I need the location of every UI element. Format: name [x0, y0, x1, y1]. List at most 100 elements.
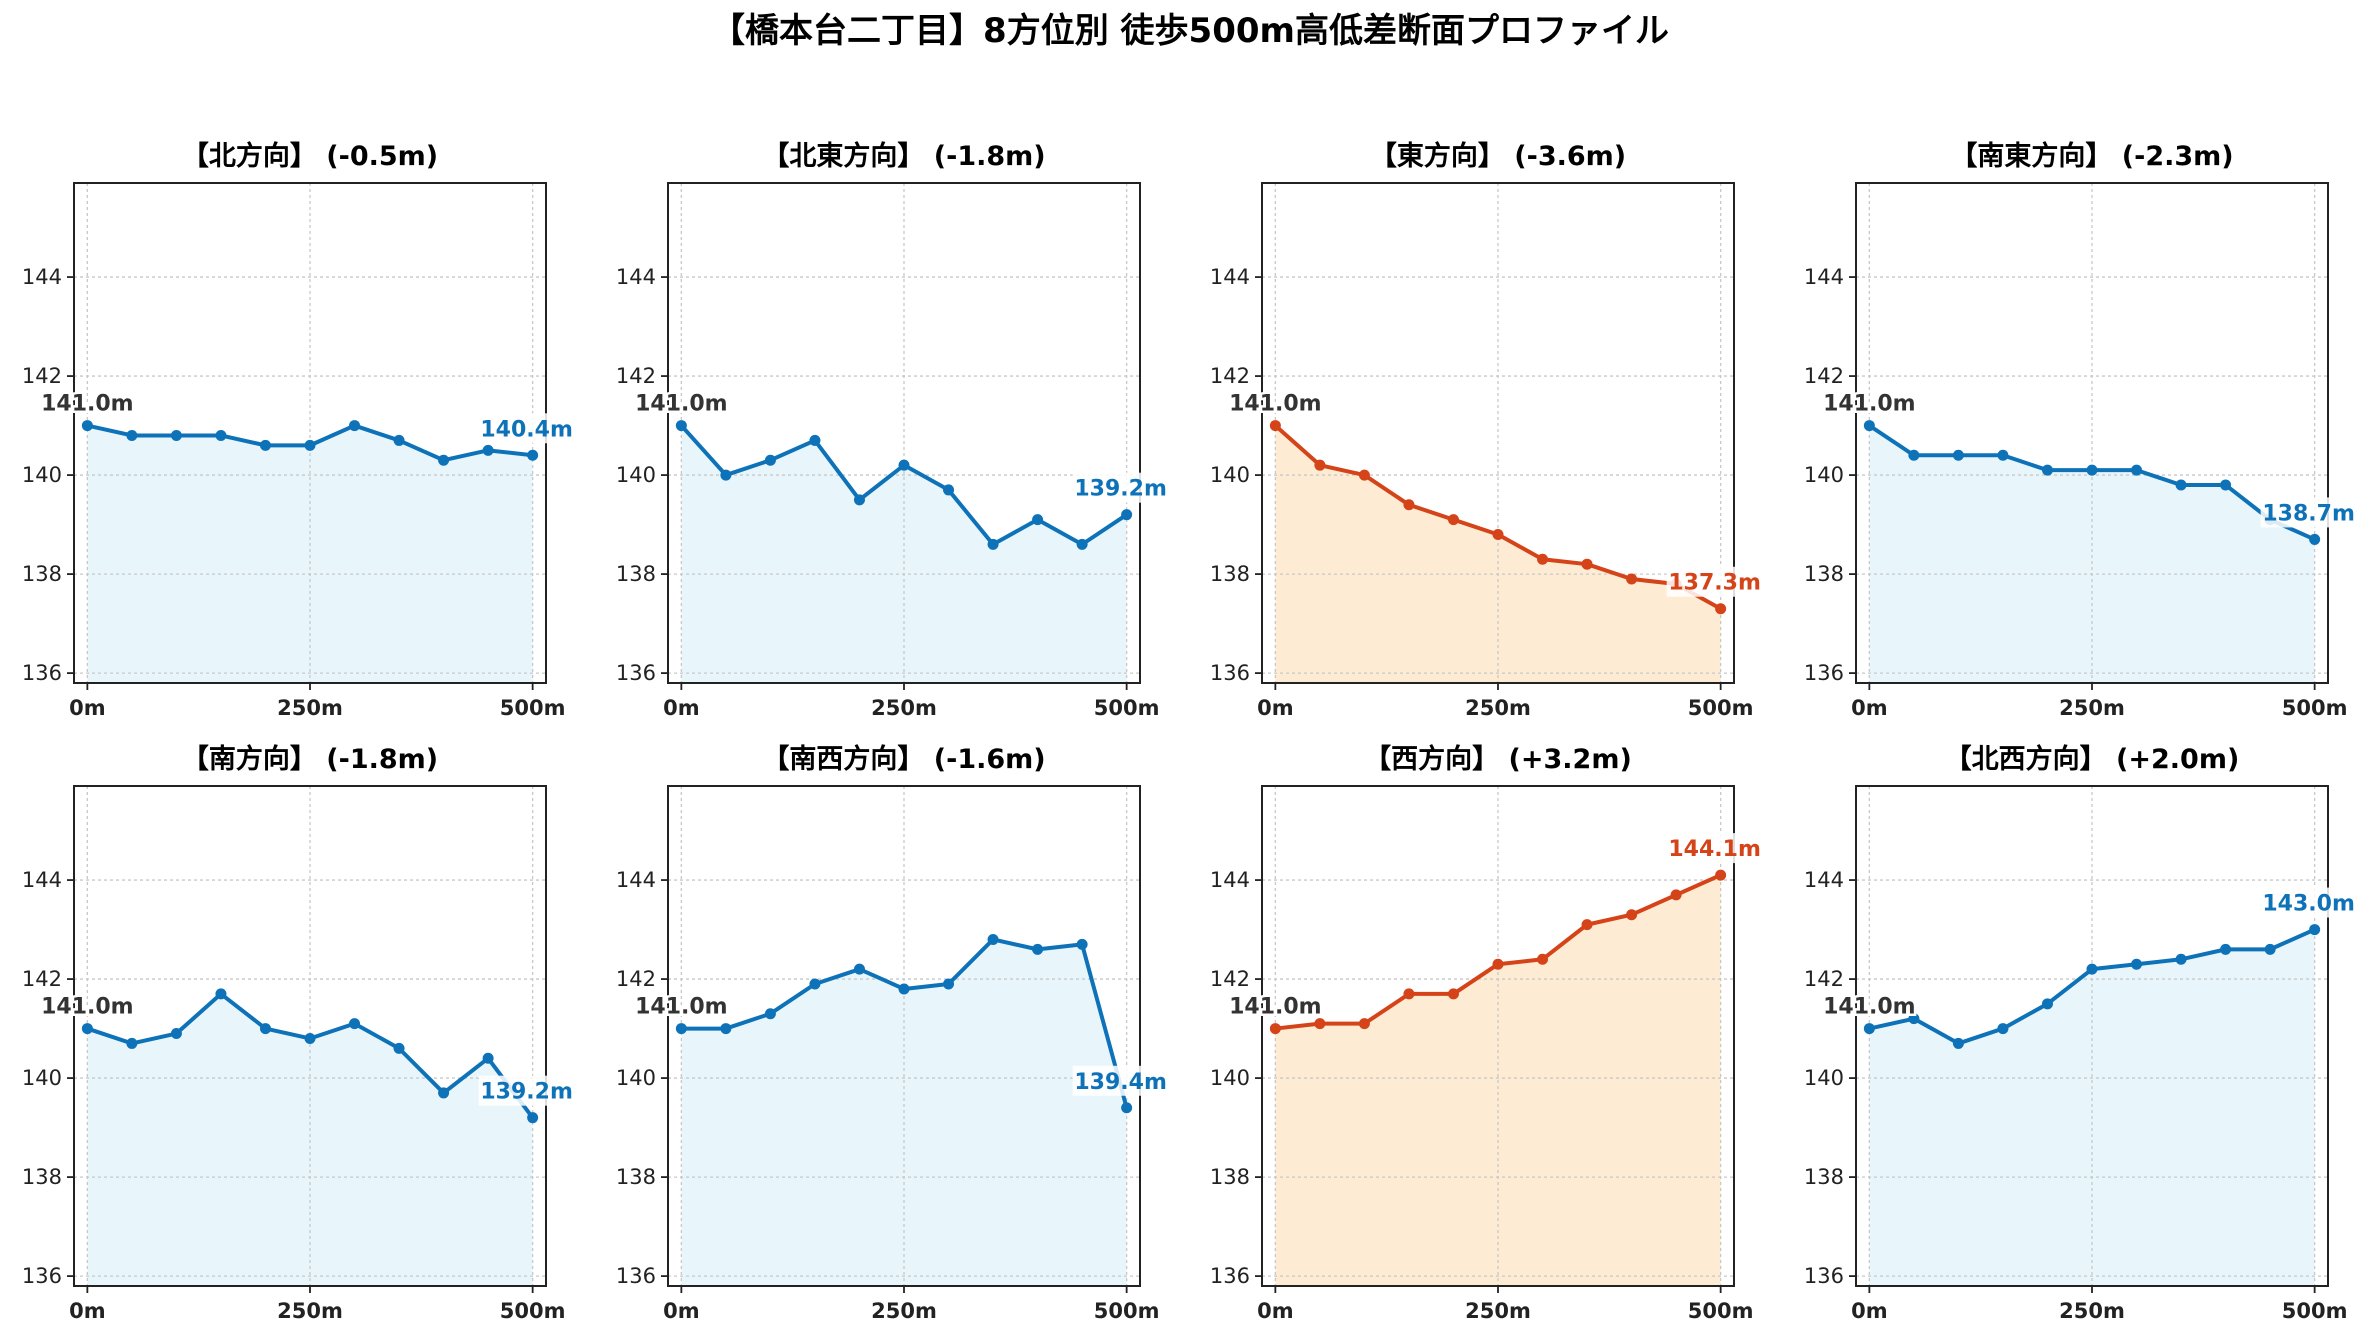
data-point [1952, 449, 1964, 461]
data-point [1626, 909, 1638, 921]
data-point [1863, 420, 1875, 432]
data-point [1908, 1013, 1920, 1025]
end-label-background [1666, 833, 1763, 864]
chart-panel-3: 【東方向】 (-3.6m) 136 138 140 142 144 0m 250m 500m 14… [1210, 140, 1763, 720]
data-point [1269, 1023, 1281, 1035]
y-tick-label: 144 [1804, 868, 1844, 892]
data-point [215, 988, 227, 1000]
y-tick-label: 140 [616, 463, 656, 487]
y-tick-label: 138 [616, 562, 656, 586]
x-tick-label: 250m [1465, 696, 1531, 720]
end-label-background [478, 413, 575, 444]
y-tick-label: 144 [22, 868, 62, 892]
x-tick-label: 250m [277, 696, 343, 720]
y-tick-label: 136 [1210, 1264, 1250, 1288]
area-fill [1869, 425, 2315, 683]
data-point [81, 420, 93, 432]
x-tick-label: 500m [1688, 696, 1754, 720]
data-point [438, 454, 450, 466]
y-tick-label: 138 [1804, 562, 1844, 586]
y-tick-label: 136 [1804, 661, 1844, 685]
x-tick-label: 0m [69, 1299, 106, 1323]
chart-panels: 【北方向】 (-0.5m) 136 138 140 142 144 0m 250m 500m 14… [22, 140, 2357, 1323]
start-elevation-label: 141.0m [41, 392, 134, 417]
data-point [1076, 538, 1088, 550]
data-point [1269, 420, 1281, 432]
x-tick-label: 0m [1257, 1299, 1294, 1323]
x-tick-label: 250m [871, 1299, 937, 1323]
data-point [853, 963, 865, 975]
data-point [720, 469, 732, 481]
start-elevation-label: 141.0m [1229, 995, 1322, 1020]
data-point [349, 1018, 361, 1030]
data-point [1492, 958, 1504, 970]
data-point [1032, 514, 1044, 526]
data-point [1121, 509, 1133, 521]
data-point [764, 454, 776, 466]
x-tick-label: 0m [69, 696, 106, 720]
data-point [2041, 464, 2053, 476]
data-point [2175, 953, 2187, 965]
y-tick-label: 136 [22, 661, 62, 685]
chart-panel-2: 【北東方向】 (-1.8m) 136 138 140 142 144 0m 250m 500m 1… [616, 140, 1169, 720]
panel-title: 【北西方向】 (+2.0m) [1945, 743, 2240, 775]
x-tick-label: 500m [1688, 1299, 1754, 1323]
y-tick-label: 144 [1804, 265, 1844, 289]
data-point [2220, 943, 2232, 955]
y-tick-label: 138 [22, 562, 62, 586]
y-tick-label: 136 [1210, 661, 1250, 685]
y-tick-label: 136 [22, 1264, 62, 1288]
chart-panel-6: 【南西方向】 (-1.6m) 136 138 140 142 144 0m 250m 500m 1… [616, 743, 1169, 1323]
x-tick-label: 0m [1257, 696, 1294, 720]
end-elevation-label: 139.2m [1074, 477, 1167, 502]
data-point [1492, 528, 1504, 540]
data-point [1715, 603, 1727, 615]
end-label-background [478, 1075, 575, 1106]
y-tick-label: 140 [22, 463, 62, 487]
y-tick-label: 142 [1210, 967, 1250, 991]
x-tick-label: 250m [277, 1299, 343, 1323]
end-elevation-label: 139.2m [480, 1080, 573, 1105]
start-elevation-label: 141.0m [635, 995, 728, 1020]
end-label-background [2260, 887, 2357, 918]
end-elevation-label: 143.0m [2262, 892, 2355, 917]
y-tick-label: 138 [1804, 1165, 1844, 1189]
x-tick-label: 0m [1851, 696, 1888, 720]
area-fill [1869, 929, 2315, 1286]
data-point [215, 429, 227, 441]
end-elevation-label: 137.3m [1668, 571, 1761, 596]
data-point [438, 1087, 450, 1099]
data-point [987, 933, 999, 945]
y-tick-label: 144 [616, 265, 656, 289]
data-point [259, 1023, 271, 1035]
x-tick-label: 250m [2059, 1299, 2125, 1323]
data-point [675, 420, 687, 432]
data-point [1447, 988, 1459, 1000]
x-tick-label: 500m [500, 696, 566, 720]
x-tick-label: 0m [663, 1299, 700, 1323]
data-point [1447, 514, 1459, 526]
data-point [393, 434, 405, 446]
data-point [1076, 938, 1088, 950]
x-tick-label: 0m [1851, 1299, 1888, 1323]
y-tick-label: 140 [1804, 463, 1844, 487]
data-point [987, 538, 999, 550]
y-tick-label: 142 [22, 364, 62, 388]
x-tick-label: 500m [2282, 1299, 2348, 1323]
data-point [126, 1037, 138, 1049]
x-tick-label: 250m [1465, 1299, 1531, 1323]
data-point [1715, 869, 1727, 881]
y-tick-label: 142 [1804, 967, 1844, 991]
data-point [1908, 449, 1920, 461]
end-label-background [1072, 472, 1169, 503]
panel-title: 【北方向】 (-0.5m) [182, 140, 438, 172]
start-elevation-label: 141.0m [1229, 392, 1322, 417]
data-point [1581, 558, 1593, 570]
panel-title: 【南方向】 (-1.8m) [182, 743, 438, 775]
data-point [1121, 1102, 1133, 1114]
x-tick-label: 250m [2059, 696, 2125, 720]
data-point [809, 978, 821, 990]
data-point [1403, 499, 1415, 511]
x-tick-label: 500m [500, 1299, 566, 1323]
